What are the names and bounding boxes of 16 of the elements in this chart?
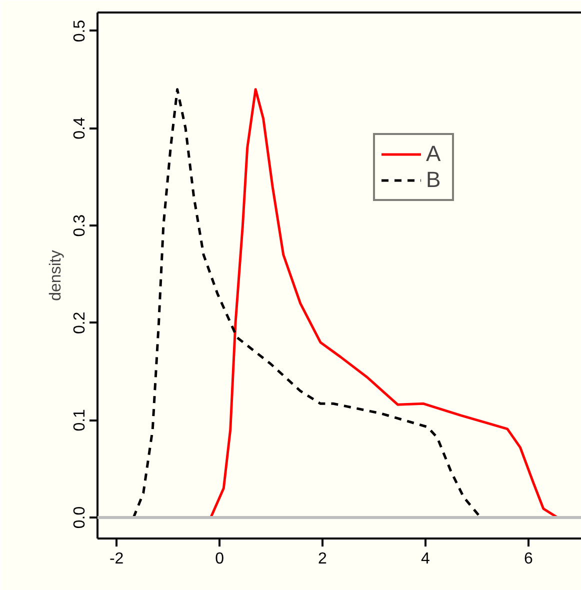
y-tick-label: 0.5 — [72, 20, 88, 42]
line-series — [132, 88, 482, 519]
y-tick-label: 0.1 — [72, 408, 88, 432]
legend-label: B — [426, 167, 442, 193]
x-tick-label: 6 — [524, 550, 534, 568]
x-tick-label: 2 — [318, 550, 328, 568]
y-tick-label: 0.0 — [72, 506, 88, 529]
y-axis-title: density — [48, 250, 64, 301]
line-series — [210, 88, 559, 519]
x-tick-label: 4 — [421, 550, 430, 568]
x-tick-label: 0 — [215, 550, 224, 568]
legend-label: A — [426, 141, 442, 167]
y-tick-label: 0.3 — [72, 214, 88, 237]
x-tick-label: -2 — [109, 550, 124, 568]
y-tick-label: 0.4 — [72, 117, 88, 140]
y-tick-label: 0.2 — [72, 312, 88, 334]
